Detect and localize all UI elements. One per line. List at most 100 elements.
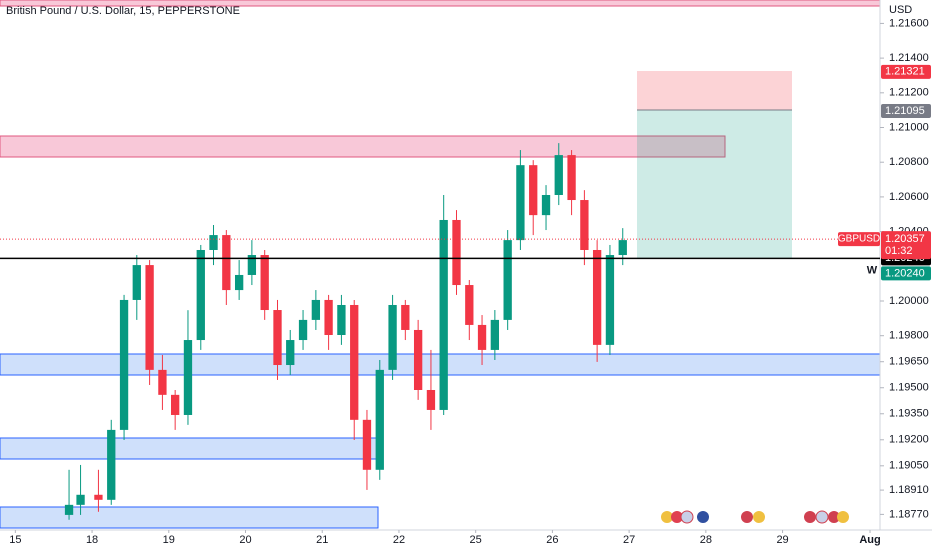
candle-body [439, 219, 448, 410]
event-icon [671, 511, 683, 523]
price-tag-label: 1.21321 [885, 66, 925, 78]
y-tick-label: 1.19200 [889, 434, 929, 446]
candle-body [64, 504, 74, 515]
candle-body [324, 299, 333, 336]
y-tick-label: 1.19650 [889, 356, 929, 368]
x-tick-label: 26 [546, 534, 558, 546]
stop-zone [637, 71, 792, 110]
y-tick-label: 1.18770 [889, 508, 929, 520]
candle-body [158, 369, 167, 395]
candle-body [145, 265, 154, 370]
price-tag [881, 104, 931, 119]
weekly-tag [881, 266, 931, 281]
last-price-label: 1.20357 [885, 233, 925, 245]
x-tick-label: 25 [470, 534, 482, 546]
candle-body [529, 165, 538, 216]
candle-body [618, 240, 627, 256]
candle-body [375, 369, 384, 470]
candle-body [222, 235, 231, 291]
target-zone [637, 110, 792, 259]
candle-body [503, 240, 512, 320]
x-tick-label: 19 [163, 534, 175, 546]
events [661, 510, 849, 524]
candle-body [350, 304, 359, 420]
candle-body [580, 200, 589, 250]
marks [64, 143, 627, 520]
candle-body [567, 155, 576, 201]
candle-body [490, 319, 500, 350]
candle-body [196, 249, 205, 341]
candle-body [311, 299, 321, 320]
y-tick-label: 1.19800 [889, 330, 929, 342]
event-icon [753, 511, 765, 523]
candle-body [209, 235, 218, 250]
candle-body [119, 299, 129, 430]
x-tick-label: Aug [859, 534, 880, 546]
candle-body [107, 429, 116, 500]
weekly-label: 1.20240 [885, 267, 925, 279]
candle-body [76, 494, 85, 505]
y-tick-label: 1.20000 [889, 295, 929, 307]
candle-body [94, 494, 103, 500]
event-icon [804, 511, 816, 523]
y-tick-label: 1.18910 [889, 484, 929, 496]
candle-body [247, 255, 257, 275]
y-tick-label: 1.21400 [889, 52, 929, 64]
x-tick-label: 27 [623, 534, 635, 546]
candle-body [388, 304, 397, 370]
candle-body [426, 389, 436, 410]
candle-body [605, 255, 615, 345]
y-tick-label: 1.20600 [889, 191, 929, 203]
y-tick-label: 1.21000 [889, 121, 929, 133]
x-tick-label: 21 [316, 534, 328, 546]
candle-body [516, 165, 525, 241]
x-tick-label: 29 [776, 534, 788, 546]
event-icon [828, 511, 840, 523]
symbol-label: GBPUSD [838, 234, 880, 245]
candle-body [554, 155, 563, 195]
candle-body [401, 304, 410, 330]
candle-body [362, 419, 372, 470]
candle-body [477, 324, 487, 350]
currency: USD [889, 4, 912, 16]
candle-body [260, 255, 269, 311]
event-icon [837, 511, 849, 523]
price-tag-label: 1.21095 [885, 105, 925, 117]
candle-body [171, 394, 180, 415]
x-tick-label: 28 [700, 534, 712, 546]
y-tick-label: 1.19050 [889, 460, 929, 472]
candle-body [413, 329, 423, 390]
demand-zone [0, 437, 383, 460]
weekly-name: W [867, 264, 878, 276]
y-tick-label: 1.20800 [889, 156, 929, 168]
candle-body [234, 274, 244, 291]
event-icon [680, 510, 694, 524]
y-tick-label: 1.19500 [889, 382, 929, 394]
candle-body [298, 319, 308, 341]
y-tick-label: 1.19350 [889, 408, 929, 420]
supply-zone [0, 135, 726, 158]
x-tick-label: 18 [86, 534, 98, 546]
x-tick-label: 22 [393, 534, 405, 546]
event-icon [815, 510, 829, 524]
demand-zone [0, 506, 379, 529]
chart-title: British Pound / U.S. Dollar, 15, PEPPERS… [6, 5, 240, 17]
price-tag [881, 64, 931, 79]
y-tick-label: 1.21200 [889, 87, 929, 99]
candle-body [592, 249, 602, 345]
candle-body [132, 265, 141, 300]
y-tick-label: 1.21600 [889, 17, 929, 29]
x-tick-label: 15 [9, 534, 21, 546]
candle-body [465, 285, 474, 325]
event-icon [661, 511, 673, 523]
candle-body [452, 219, 461, 286]
candle-body [541, 194, 551, 216]
countdown: 01:32 [885, 245, 913, 257]
event-icon [697, 511, 709, 523]
candle-body [183, 340, 193, 415]
candle-body [286, 340, 295, 366]
event-icon [741, 511, 753, 523]
candle-body [273, 310, 282, 366]
x-tick-label: 20 [239, 534, 251, 546]
